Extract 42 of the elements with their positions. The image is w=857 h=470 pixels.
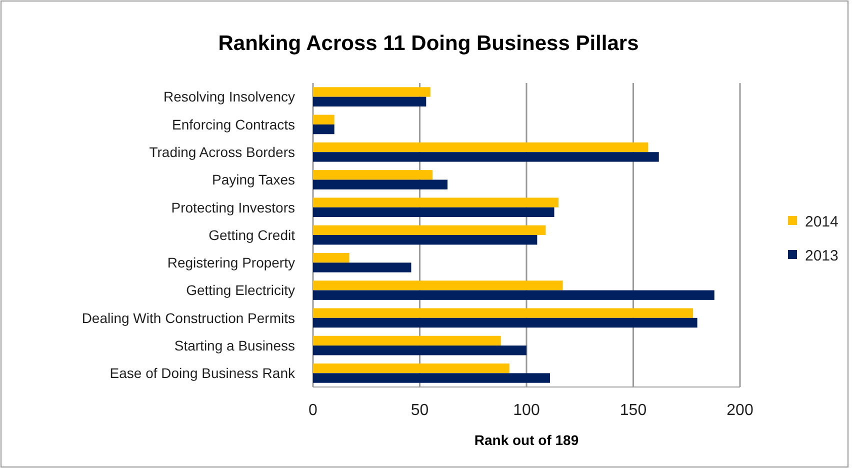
bar <box>313 87 430 97</box>
legend-label: 2014 <box>805 213 838 230</box>
x-tick-label: 100 <box>513 402 540 419</box>
x-tick-label: 200 <box>726 402 754 419</box>
y-tick-label: Getting Electricity <box>186 282 295 298</box>
y-tick-label: Getting Credit <box>208 226 296 243</box>
bar <box>313 152 659 162</box>
bar <box>313 373 550 383</box>
y-tick-label: Paying Taxes <box>212 172 295 188</box>
y-tick-label: Ease of Doing Business Rank <box>110 365 296 382</box>
bar <box>313 262 412 272</box>
bar <box>313 96 426 106</box>
bar <box>313 252 350 263</box>
bar <box>313 114 334 124</box>
bar <box>313 198 559 208</box>
bar <box>313 336 501 346</box>
bar <box>313 225 546 235</box>
bar <box>313 280 563 290</box>
x-tick-label: 50 <box>410 402 429 419</box>
y-tick-label: Trading Across Borders <box>149 144 295 160</box>
bar <box>313 308 694 318</box>
bar <box>313 180 448 190</box>
y-tick-label: Enforcing Contracts <box>172 116 295 132</box>
bar <box>313 142 648 152</box>
x-tick-label: 0 <box>308 402 318 419</box>
bar <box>313 235 538 245</box>
y-tick-label: Dealing With Construction Permits <box>82 310 295 326</box>
bar <box>313 207 554 218</box>
y-tick-label: Starting a Business <box>174 337 295 354</box>
bar <box>313 364 510 374</box>
bar <box>313 318 698 328</box>
bar <box>313 346 526 356</box>
bar <box>313 290 714 300</box>
bar <box>313 170 433 180</box>
chart-title: Ranking Across 11 Doing Business Pillars <box>218 32 639 55</box>
y-tick-label: Registering Property <box>167 254 295 271</box>
legend-label: 2013 <box>805 247 838 264</box>
x-axis-title: Rank out of 189 <box>474 432 579 448</box>
bar <box>313 124 334 134</box>
y-tick-label: Resolving Insolvency <box>163 88 295 105</box>
x-tick-label: 150 <box>620 402 647 419</box>
y-tick-label: Protecting Investors <box>171 199 295 216</box>
